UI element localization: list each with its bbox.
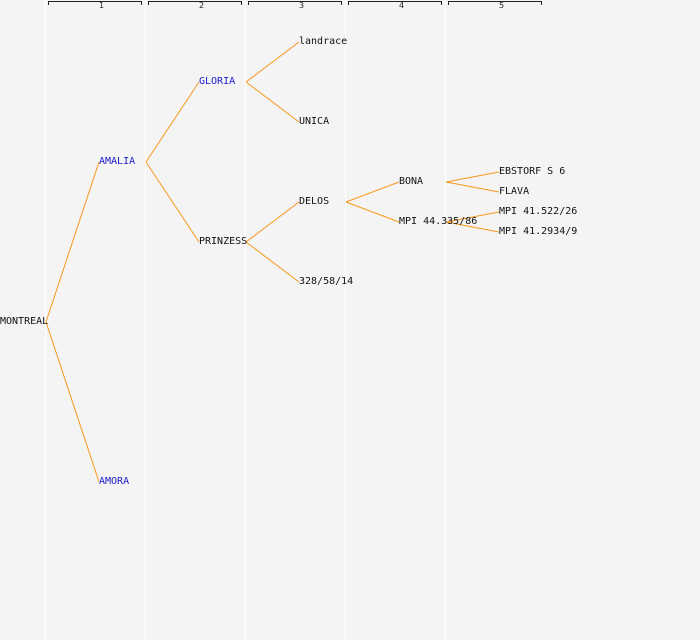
column-divider	[245, 0, 246, 640]
node-delos[interactable]: DELOS	[299, 196, 330, 207]
node-landrace[interactable]: landrace	[299, 36, 348, 47]
node-prinzess[interactable]: PRINZESS	[199, 236, 248, 247]
column-divider	[45, 0, 46, 640]
node-328-58-14[interactable]: 328/58/14	[299, 276, 354, 287]
column-divider	[145, 0, 146, 640]
edge-mpi44-mpi41b	[445, 221, 500, 233]
column-divider	[445, 0, 446, 640]
column-bracket	[448, 1, 542, 5]
node-bona[interactable]: BONA	[399, 176, 424, 187]
edge-amalia-prinzess	[145, 161, 200, 243]
edge-gloria-landrace	[245, 41, 300, 83]
node-amora[interactable]: AMORA	[99, 476, 130, 487]
edge-montreal-amalia	[45, 161, 100, 323]
edge-mpi44-mpi41a	[445, 211, 500, 223]
edge-prinzess-328	[245, 241, 300, 283]
node-mpi-41-2934-9[interactable]: MPI 41.2934/9	[499, 226, 578, 237]
edge-bona-flava	[445, 181, 500, 193]
column-header-2: 2	[198, 1, 205, 10]
column-header-5: 5	[498, 1, 505, 10]
node-flava[interactable]: FLAVA	[499, 186, 530, 197]
node-amalia[interactable]: AMALIA	[99, 156, 136, 167]
node-montreal[interactable]: MONTREAL	[0, 316, 49, 327]
edge-bona-ebstorf	[445, 171, 500, 183]
edge-amalia-gloria	[145, 81, 200, 163]
edge-montreal-amora	[45, 321, 100, 483]
node-unica[interactable]: UNICA	[299, 116, 330, 127]
node-ebstorf-s-6[interactable]: EBSTORF S 6	[499, 166, 566, 177]
column-header-4: 4	[398, 1, 405, 10]
node-mpi-44-335-86[interactable]: MPI 44.335/86	[399, 216, 478, 227]
column-bracket	[148, 1, 242, 5]
column-bracket	[248, 1, 342, 5]
edge-delos-mpi44	[345, 201, 400, 223]
column-divider	[345, 0, 346, 640]
node-mpi-41-522-26[interactable]: MPI 41.522/26	[499, 206, 578, 217]
node-gloria[interactable]: GLORIA	[199, 76, 236, 87]
column-header-1: 1	[98, 1, 105, 10]
column-header-3: 3	[298, 1, 305, 10]
edge-delos-bona	[345, 181, 400, 203]
edge-prinzess-delos	[245, 201, 300, 243]
column-bracket	[48, 1, 142, 5]
edge-gloria-unica	[245, 81, 300, 123]
column-bracket	[348, 1, 442, 5]
